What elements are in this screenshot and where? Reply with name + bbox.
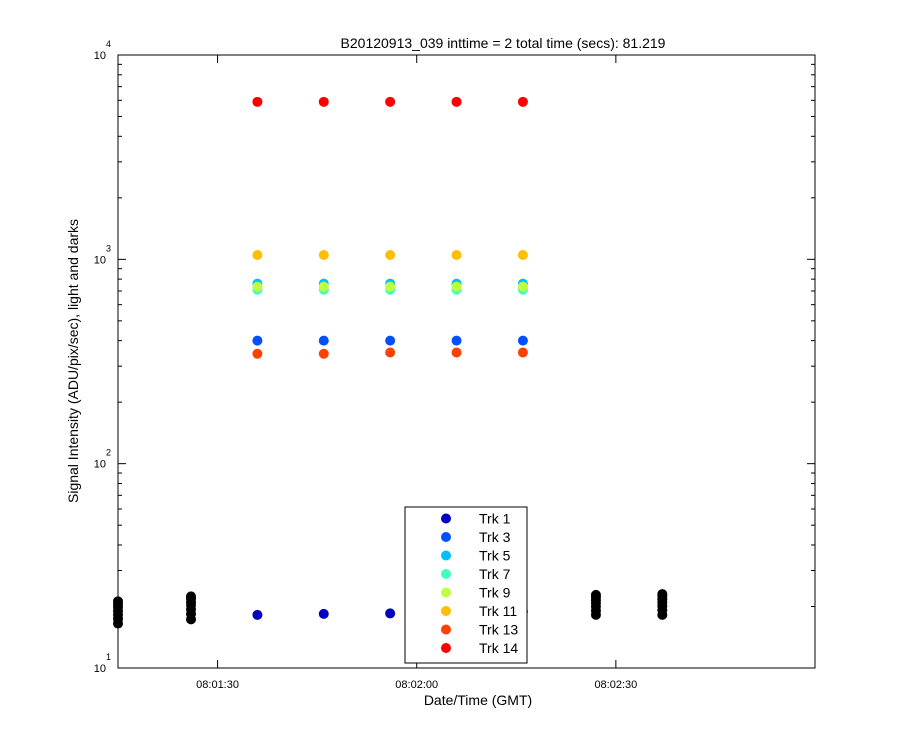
legend-label: Trk 7 <box>479 566 511 582</box>
point-trk-9 <box>252 281 263 292</box>
legend-label: Trk 1 <box>479 511 511 527</box>
y-tick-exponent: 1 <box>106 652 111 662</box>
y-tick-label: 10 <box>94 663 106 675</box>
point-trk-13 <box>318 348 329 359</box>
legend-label: Trk 11 <box>479 603 517 619</box>
y-tick-exponent: 4 <box>106 39 111 49</box>
point-trk-14 <box>385 96 396 107</box>
point-trk-9 <box>318 281 329 292</box>
legend-marker <box>441 606 451 616</box>
dark-point <box>113 596 123 607</box>
legend-label: Trk 9 <box>479 585 511 601</box>
legend-box <box>404 506 528 664</box>
legend-label: Trk 5 <box>479 548 511 564</box>
dark-point <box>657 589 668 600</box>
legend-marker <box>441 643 451 653</box>
point-trk-13 <box>451 347 462 358</box>
legend-marker <box>441 550 451 561</box>
legend-marker <box>441 587 451 598</box>
point-trk-1 <box>385 608 396 619</box>
point-trk-11 <box>517 250 528 261</box>
point-trk-1 <box>252 609 263 620</box>
dark-points <box>113 589 668 629</box>
x-tick-label: 08:02:30 <box>594 679 637 691</box>
y-tick-label: 10 <box>94 50 106 62</box>
point-trk-13 <box>517 347 528 358</box>
legend-marker <box>441 532 451 542</box>
point-trk-9 <box>451 281 462 292</box>
point-trk-11 <box>252 250 263 261</box>
x-axis-label: Date/Time (GMT) <box>424 692 532 708</box>
x-tick-label: 08:02:00 <box>395 679 438 691</box>
point-trk-3 <box>385 335 396 346</box>
y-axis-label: Signal Intensity (ADU/pix/sec), light an… <box>65 219 81 503</box>
legend-marker <box>441 513 451 524</box>
point-trk-9 <box>385 281 396 292</box>
point-trk-14 <box>252 96 263 107</box>
point-trk-14 <box>451 96 462 107</box>
point-trk-13 <box>252 348 263 359</box>
legend-label: Trk 14 <box>479 640 518 656</box>
y-tick-exponent: 3 <box>106 243 111 253</box>
legend-marker <box>441 569 451 579</box>
legend: Trk 1 Trk 3 Trk 5 Trk 7 Trk 9 Trk 11 Trk 13 Trk… <box>404 506 528 664</box>
chart-title: B20120913_039 inttime = 2 total time (se… <box>341 35 666 51</box>
x-tick-label: 08:01:30 <box>196 679 239 691</box>
point-trk-11 <box>318 250 329 261</box>
legend-label: Trk 13 <box>479 622 518 638</box>
point-trk-13 <box>385 347 396 358</box>
y-tick-label: 10 <box>94 254 106 266</box>
point-trk-14 <box>517 96 528 107</box>
point-trk-3 <box>318 335 329 346</box>
legend-label: Trk 3 <box>479 529 511 545</box>
y-tick-exponent: 2 <box>106 448 111 458</box>
point-trk-3 <box>517 335 528 346</box>
series-points <box>252 96 528 620</box>
y-tick-label: 10 <box>94 459 106 471</box>
legend-marker <box>441 624 451 635</box>
point-trk-1 <box>318 608 329 619</box>
point-trk-14 <box>318 96 329 107</box>
dark-point <box>186 591 197 602</box>
point-trk-11 <box>451 250 462 261</box>
point-trk-9 <box>517 281 528 292</box>
dark-point <box>590 589 601 600</box>
point-trk-11 <box>385 250 396 261</box>
point-trk-3 <box>451 335 462 346</box>
point-trk-3 <box>252 335 263 346</box>
